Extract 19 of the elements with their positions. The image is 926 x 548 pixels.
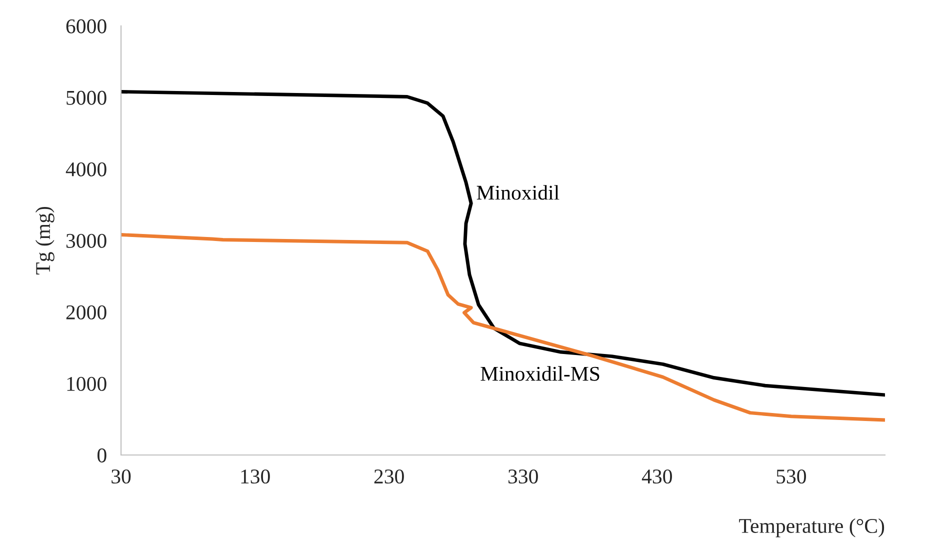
x-tick-label: 430: [642, 469, 672, 484]
y-tick-label: 6000: [66, 19, 106, 34]
x-tick-label: 330: [508, 469, 538, 484]
y-axis-title: Tg (mg): [35, 206, 54, 275]
y-tick-label: 4000: [66, 162, 106, 176]
x-tick-label: 530: [776, 469, 806, 484]
x-axis-title: Temperature (°C): [739, 518, 884, 538]
series-label: Minoxidil-MS: [480, 366, 600, 381]
y-tick-label: 0: [98, 448, 106, 462]
y-tick-label: 1000: [67, 376, 106, 391]
line-series: [121, 90, 885, 397]
x-tick-label: 30: [112, 469, 131, 484]
x-tick-label: 130: [241, 469, 270, 484]
series-label: Minoxidil: [476, 185, 560, 200]
y-tick-label: 3000: [66, 234, 106, 248]
line-series: [121, 233, 885, 422]
y-tick-label: 2000: [66, 305, 106, 320]
x-tick-label: 230: [374, 469, 404, 484]
y-tick-label: 5000: [66, 90, 106, 105]
